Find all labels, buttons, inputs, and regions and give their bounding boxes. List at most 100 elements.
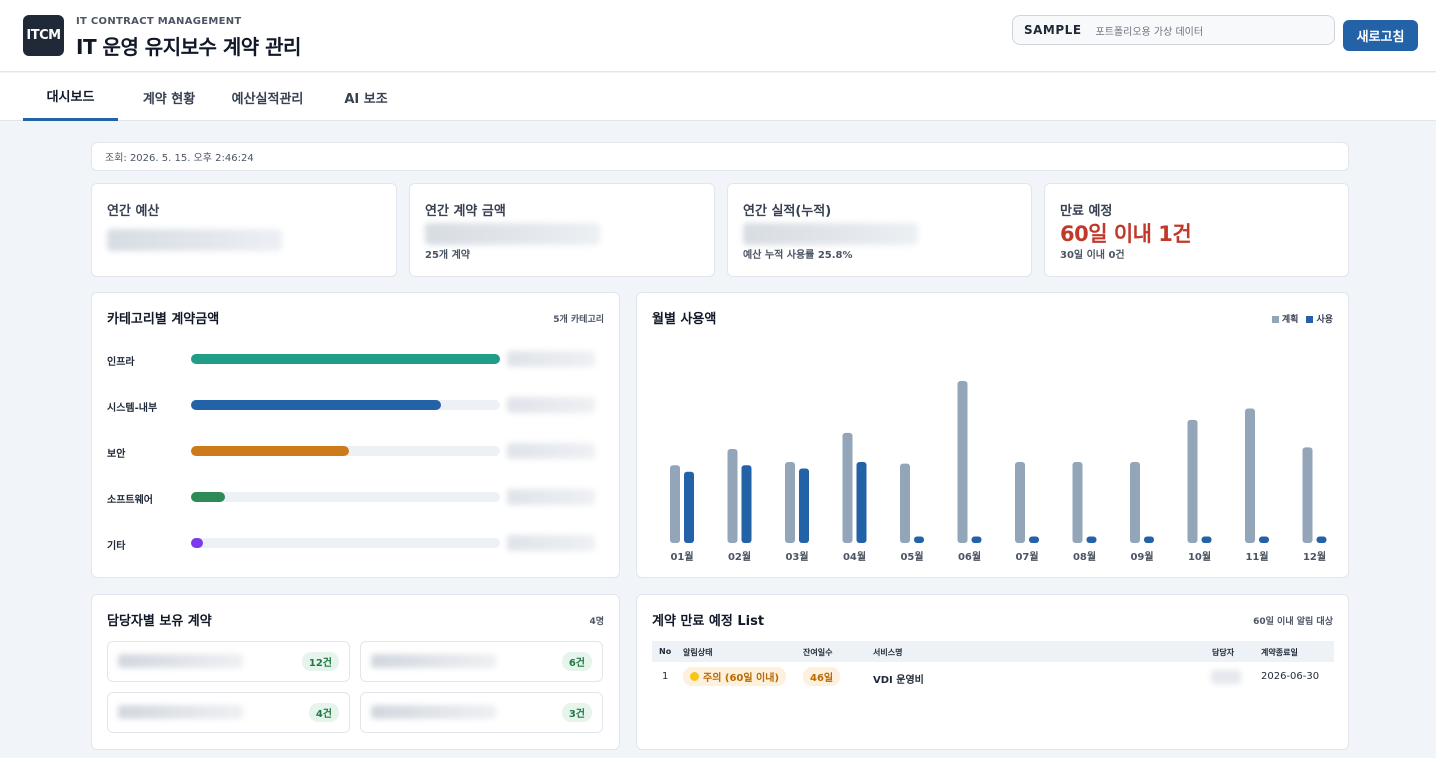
category-label: 보안 [107,449,126,460]
panel-title: 계약 만료 예정 List [652,614,765,629]
plan-bar [670,465,680,543]
x-tick-label: 04월 [843,551,866,563]
used-bar [741,465,752,543]
kpi-sub: 30일 이내 0건 [1060,250,1125,261]
owner-name-redacted [371,654,496,668]
category-bar-fill [191,492,225,502]
tab-budget-actual[interactable]: 예산실적관리 [231,91,304,107]
panel-title: 담당자별 보유 계약 [107,614,212,629]
category-label: 시스템-내부 [107,403,158,414]
col-days: 잔여일수 [803,648,833,657]
kpi-value-redacted [743,223,918,245]
x-tick-label: 11월 [1245,551,1268,563]
x-tick-label: 12월 [1303,551,1326,563]
panel-title: 카테고리별 계약금액 [107,312,220,327]
plan-bar [1245,408,1255,543]
x-tick-label: 03월 [785,551,808,563]
expiry-list-panel: 계약 만료 예정 List 60일 이내 알림 대상 No 알림상태 잔여일수 … [636,594,1349,750]
plan-bar [1015,462,1025,543]
owner-card[interactable]: 12건 [107,641,350,682]
app-logo: ITCM [23,15,64,56]
kpi-label: 연간 계약 금액 [425,204,506,219]
kpi-annual-actual: 연간 실적(누적) 예산 누적 사용률 25.8% [727,183,1032,277]
kpi-expiry-count: 60일 이내 1건 [1060,222,1192,246]
sample-data-banner: SAMPLE 포트폴리오용 가상 데이터 [1012,15,1335,45]
category-amount-redacted [507,351,595,367]
kpi-annual-budget: 연간 예산 [91,183,397,277]
row-no: 1 [662,671,669,682]
kpi-label: 만료 예정 [1060,204,1113,219]
page-title: IT 운영 유지보수 계약 관리 [76,35,301,59]
plan-bar [1187,419,1198,543]
owner-name-redacted [118,654,243,668]
x-tick-label: 01월 [670,551,693,563]
query-timestamp: 조회: 2026. 5. 15. 오후 2:46:24 [91,142,1349,171]
panel-meta: 5개 카테고리 [553,315,604,325]
row-end-date: 2026-06-30 [1261,671,1320,682]
plan-bar [785,462,795,543]
x-tick-label: 06월 [958,551,981,563]
kpi-sub: 예산 누적 사용률 25.8% [743,250,853,261]
table-header: No 알림상태 잔여일수 서비스명 담당자 계약종료일 [652,641,1334,662]
col-status: 알림상태 [683,648,713,657]
x-tick-label: 07월 [1015,551,1038,563]
days-badge: 46일 [803,667,841,686]
owner-contracts-panel: 담당자별 보유 계약 4명 12건 6건 4건 3건 [91,594,620,750]
category-bar-track [191,400,500,410]
plan-bar [900,463,910,543]
kpi-sub: 25개 계약 [425,250,470,261]
owner-card[interactable]: 6건 [360,641,603,682]
category-bar-fill [191,354,500,364]
sample-label: SAMPLE [1024,23,1082,37]
owner-count-badge: 4건 [308,703,339,722]
category-bar-track [191,492,500,502]
legend-used: 사용 [1306,312,1333,325]
x-tick-label: 08월 [1073,551,1096,563]
app-subtitle: IT CONTRACT MANAGEMENT [76,16,242,27]
monthly-bar-chart: 01월 02월 03월 04월 05월 06월 07월 08월 09월 10월 11월 12월 [670,381,1327,563]
used-bar [1029,536,1039,543]
owner-count-badge: 12건 [301,652,339,671]
status-badge: 주의 (60일 이내) [683,667,787,686]
app-header: ITCM IT CONTRACT MANAGEMENT IT 운영 유지보수 계… [0,0,1436,72]
owner-card[interactable]: 3건 [360,692,603,733]
owner-card[interactable]: 4건 [107,692,350,733]
category-bar-track [191,538,500,548]
tab-dashboard[interactable]: 대시보드 [23,73,118,121]
plan-bar [1072,462,1083,543]
refresh-button[interactable]: 새로고침 [1343,20,1418,51]
tab-ai-assist[interactable]: AI 보조 [344,91,388,107]
monthly-usage-panel: 월별 사용액 계획 사용 01월 02월 03월 04월 05월 06월 07월 08월 09월… [636,292,1349,578]
used-bar [971,536,982,543]
chart-legend: 계획 사용 [1271,312,1333,325]
panel-title: 월별 사용액 [652,312,717,327]
warning-dot-icon [690,672,699,681]
category-label: 소프트웨어 [107,495,153,506]
sample-description: 포트폴리오용 가상 데이터 [1095,26,1204,38]
col-no: No [659,647,672,656]
kpi-expiry: 만료 예정 60일 이내 1건 30일 이내 0건 [1044,183,1349,277]
used-bar [1201,536,1212,543]
plan-bar [957,381,968,543]
category-label: 인프라 [107,357,135,368]
used-bar [1316,536,1327,543]
row-service: VDI 운영비 [873,675,924,686]
panel-meta: 60일 이내 알림 대상 [1253,617,1333,627]
x-tick-label: 02월 [728,551,751,563]
used-bar [856,462,867,543]
x-tick-label: 05월 [900,551,923,563]
kpi-label: 연간 예산 [107,204,160,219]
category-amount-redacted [507,397,595,413]
kpi-value-redacted [107,229,282,251]
main-tabs: 대시보드 계약 현황 예산실적관리 AI 보조 [0,73,1436,121]
plan-bar [1302,447,1313,543]
col-end-date: 계약종료일 [1261,648,1298,657]
owner-count-badge: 6건 [561,652,592,671]
used-bar [914,536,924,543]
col-service: 서비스명 [873,648,903,657]
tab-contract-status[interactable]: 계약 현황 [142,91,196,107]
kpi-value-redacted [425,223,600,245]
owner-redacted [1211,670,1241,684]
category-amount-redacted [507,443,595,459]
x-tick-label: 09월 [1130,551,1153,563]
